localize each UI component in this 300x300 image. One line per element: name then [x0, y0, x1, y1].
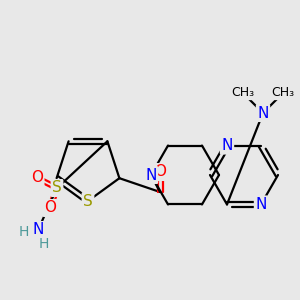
Text: O: O — [154, 164, 166, 179]
Text: CH₃: CH₃ — [272, 86, 295, 100]
Text: N: N — [221, 138, 233, 153]
Text: S: S — [83, 194, 93, 208]
Text: H: H — [39, 237, 49, 251]
Text: S: S — [52, 181, 62, 196]
Text: N: N — [32, 223, 44, 238]
Text: CH₃: CH₃ — [231, 86, 255, 100]
Text: N: N — [255, 197, 267, 212]
Text: O: O — [31, 170, 43, 185]
Text: N: N — [145, 167, 157, 182]
Text: O: O — [44, 200, 56, 215]
Text: N: N — [257, 106, 269, 121]
Text: H: H — [19, 225, 29, 239]
